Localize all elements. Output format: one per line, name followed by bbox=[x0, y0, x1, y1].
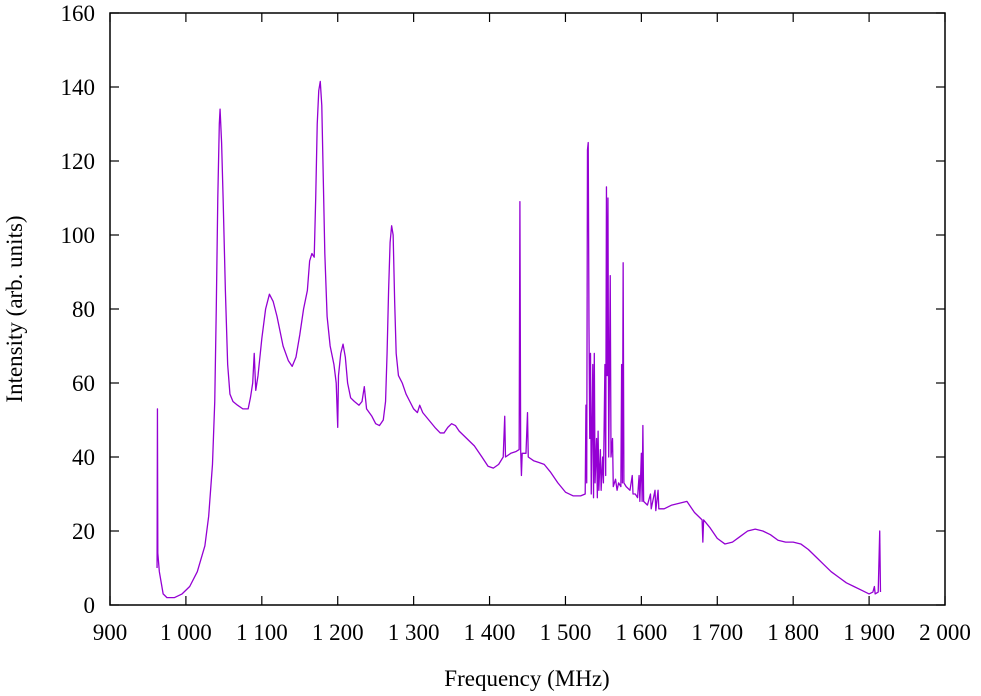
x-tick-label: 1 000 bbox=[160, 620, 212, 645]
plot-frame bbox=[109, 12, 946, 606]
y-tick-label: 0 bbox=[84, 593, 96, 618]
x-tick-label: 1 300 bbox=[388, 620, 440, 645]
x-tick-label: 2 000 bbox=[919, 620, 971, 645]
x-tick-label: 1 900 bbox=[843, 620, 895, 645]
y-tick-label: 80 bbox=[72, 297, 95, 322]
y-tick-label: 120 bbox=[61, 149, 96, 174]
x-tick-label: 1 600 bbox=[615, 620, 667, 645]
x-tick-label: 1 500 bbox=[540, 620, 592, 645]
x-tick-label: 1 800 bbox=[767, 620, 819, 645]
y-tick-label: 20 bbox=[72, 519, 95, 544]
y-tick-label: 140 bbox=[61, 75, 96, 100]
x-tick-label: 1 100 bbox=[236, 620, 288, 645]
x-tick-label: 900 bbox=[93, 620, 128, 645]
y-tick-label: 40 bbox=[72, 445, 95, 470]
x-tick-label: 1 700 bbox=[691, 620, 743, 645]
x-tick-label: 1 400 bbox=[464, 620, 516, 645]
y-axis-label: Intensity (arb. units) bbox=[2, 215, 27, 402]
y-tick-label: 160 bbox=[61, 1, 96, 26]
data-line bbox=[156, 80, 882, 599]
x-tick-label: 1 200 bbox=[312, 620, 364, 645]
y-tick-label: 100 bbox=[61, 223, 96, 248]
y-tick-label: 60 bbox=[72, 371, 95, 396]
x-axis-label: Frequency (MHz) bbox=[444, 666, 609, 691]
